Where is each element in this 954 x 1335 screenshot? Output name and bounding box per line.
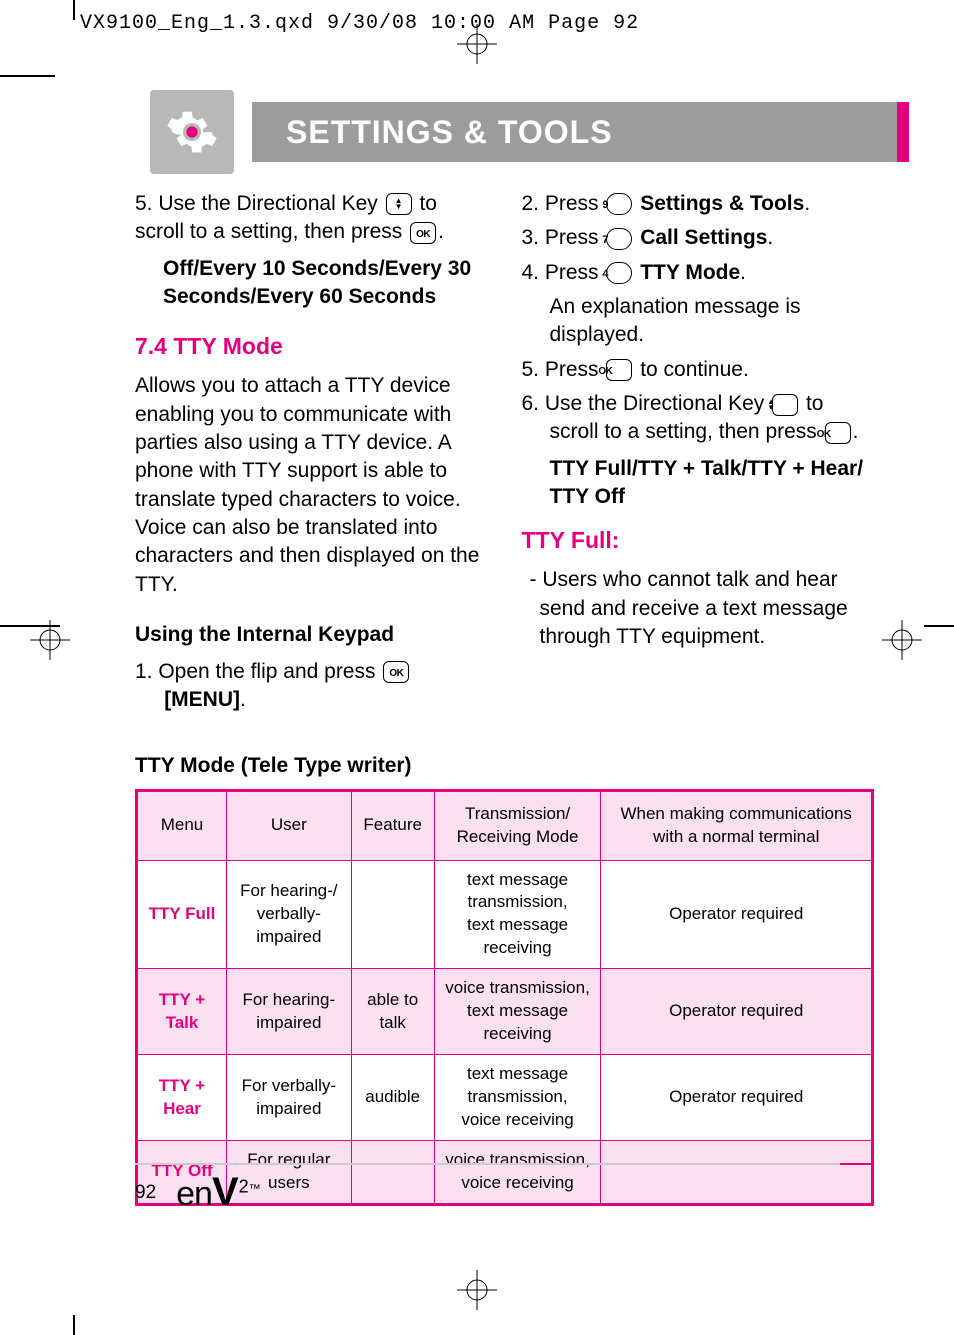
step-6: 6. Use the Directional Key to scroll to …: [522, 390, 875, 447]
tty-full-body: - Users who cannot talk and hear send an…: [540, 566, 875, 651]
registration-mark-icon: [457, 1270, 497, 1310]
text: 6. Use the Directional Key: [522, 392, 771, 415]
text: V: [212, 1170, 239, 1214]
table-cell: text message transmission,text message r…: [434, 860, 601, 969]
footer-accent: [840, 1163, 874, 1165]
table-cell: voice transmission,text message receivin…: [434, 969, 601, 1055]
step-4: 4. Press 4 TTY Mode.: [522, 259, 875, 287]
table-body: TTY FullFor hearing-/verbally-impaired te…: [137, 860, 873, 1204]
table-cell: [351, 860, 434, 969]
step-2: 2. Press 9 Settings & Tools.: [522, 190, 875, 218]
ok-key-icon: [410, 222, 436, 244]
table-header-cell: When making communications with a normal…: [601, 790, 873, 860]
table-cell: [601, 1140, 873, 1204]
text: to continue.: [634, 358, 748, 381]
tty-full-heading: TTY Full:: [522, 525, 875, 556]
text: 1. Open the flip and press: [135, 660, 381, 683]
registration-mark-icon: [457, 24, 497, 64]
crop-mark: [73, 1315, 75, 1335]
text: 4. Press: [522, 261, 605, 284]
section-heading-tty-mode: 7.4 TTY Mode: [135, 331, 488, 362]
registration-mark-icon: [882, 620, 922, 660]
table-cell: Operator required: [601, 860, 873, 969]
page-title-text: SETTINGS & TOOLS: [286, 114, 613, 151]
key-9-icon: 9: [606, 193, 632, 215]
table-row: TTY + TalkFor hearing-impairedable to ta…: [137, 969, 873, 1055]
ok-key-icon: [825, 422, 851, 444]
left-column: 5. Use the Directional Key to scroll to …: [135, 190, 488, 720]
ok-key-icon: [383, 661, 409, 683]
table-cell: [351, 1140, 434, 1204]
sub-heading-keypad: Using the Internal Keypad: [135, 621, 488, 649]
crop-mark: [73, 0, 75, 20]
right-column: 2. Press 9 Settings & Tools. 3. Press 7 …: [522, 190, 875, 720]
page-title: SETTINGS & TOOLS: [252, 102, 909, 162]
text: Call Settings: [634, 226, 767, 249]
table-cell: TTY + Talk: [137, 969, 227, 1055]
text: ™: [249, 1182, 261, 1196]
section-body: Allows you to attach a TTY device enabli…: [135, 372, 488, 599]
registration-mark-icon: [30, 620, 70, 660]
directional-key-icon: [772, 394, 798, 416]
text: .: [438, 220, 444, 243]
key-7-icon: 7: [606, 228, 632, 250]
tty-mode-table: MenuUserFeatureTransmission/Receiving Mo…: [135, 789, 874, 1206]
table-row: TTY + HearFor verbally-impairedaudiblete…: [137, 1055, 873, 1141]
footer-rule: [135, 1163, 874, 1165]
text: .: [240, 688, 246, 711]
text: 5. Press: [522, 358, 605, 381]
table-cell: TTY + Hear: [137, 1055, 227, 1141]
step-4-note: An explanation message is displayed.: [550, 293, 875, 350]
table-header-cell: User: [227, 790, 352, 860]
table-cell: voice transmission,voice receiving: [434, 1140, 601, 1204]
table-cell: For hearing-impaired: [227, 969, 352, 1055]
page-footer: 92 enV2™: [135, 1170, 261, 1215]
two-column-layout: 5. Use the Directional Key to scroll to …: [135, 190, 874, 720]
text: en: [176, 1175, 212, 1213]
text: 3. Press: [522, 226, 605, 249]
table-cell: able to talk: [351, 969, 434, 1055]
table-cell: TTY Full: [137, 860, 227, 969]
steps-list: 2. Press 9 Settings & Tools. 3. Press 7 …: [522, 190, 875, 287]
settings-gear-icon: [150, 90, 234, 174]
step-5r: 5. Press to continue.: [522, 356, 875, 384]
table-cell: For verbally-impaired: [227, 1055, 352, 1141]
step-5: 5. Use the Directional Key to scroll to …: [135, 190, 488, 247]
table-cell: text message transmission,voice receivin…: [434, 1055, 601, 1141]
table-title: TTY Mode (Tele Type writer): [135, 752, 874, 780]
text: Settings & Tools: [634, 192, 804, 215]
content-area: 5. Use the Directional Key to scroll to …: [135, 190, 874, 1206]
table-cell: Operator required: [601, 969, 873, 1055]
table-header-cell: Transmission/Receiving Mode: [434, 790, 601, 860]
text: .: [853, 420, 859, 443]
text: 2. Press: [522, 192, 605, 215]
directional-key-icon: [386, 193, 412, 215]
options-list: TTY Full/TTY + Talk/TTY + Hear/ TTY Off: [550, 455, 875, 512]
text: 2: [239, 1177, 249, 1197]
text: TTY Mode: [634, 261, 740, 284]
table-cell: For hearing-/verbally-impaired: [227, 860, 352, 969]
options-list: Off/Every 10 Seconds/Every 30 Seconds/Ev…: [163, 255, 488, 312]
text: 5. Use the Directional Key: [135, 192, 384, 215]
key-4-icon: 4: [606, 262, 632, 284]
table-header-row: MenuUserFeatureTransmission/Receiving Mo…: [137, 790, 873, 860]
step-3: 3. Press 7 Call Settings.: [522, 224, 875, 252]
accent-tab: [897, 102, 909, 162]
step-1: 1. Open the flip and press [MENU].: [135, 658, 488, 715]
print-slug: VX9100_Eng_1.3.qxd 9/30/08 10:00 AM Page…: [80, 12, 639, 35]
env-logo: enV2™: [176, 1170, 261, 1215]
page-number: 92: [135, 1182, 156, 1204]
text: [MENU]: [164, 688, 240, 711]
ok-key-icon: [606, 359, 632, 381]
page-header: SETTINGS & TOOLS: [150, 90, 909, 174]
table-row: TTY FullFor hearing-/verbally-impaired te…: [137, 860, 873, 969]
crop-mark: [924, 625, 954, 627]
table-cell: audible: [351, 1055, 434, 1141]
crop-mark: [0, 75, 55, 77]
table-header-cell: Menu: [137, 790, 227, 860]
table-header-cell: Feature: [351, 790, 434, 860]
table-cell: Operator required: [601, 1055, 873, 1141]
steps-list-cont: 5. Press to continue. 6. Use the Directi…: [522, 356, 875, 447]
